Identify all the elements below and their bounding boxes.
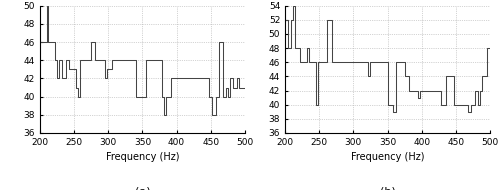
X-axis label: Frequency (Hz): Frequency (Hz) (106, 152, 179, 162)
Text: (a): (a) (134, 186, 150, 190)
X-axis label: Frequency (Hz): Frequency (Hz) (351, 152, 424, 162)
Text: (b): (b) (380, 186, 396, 190)
